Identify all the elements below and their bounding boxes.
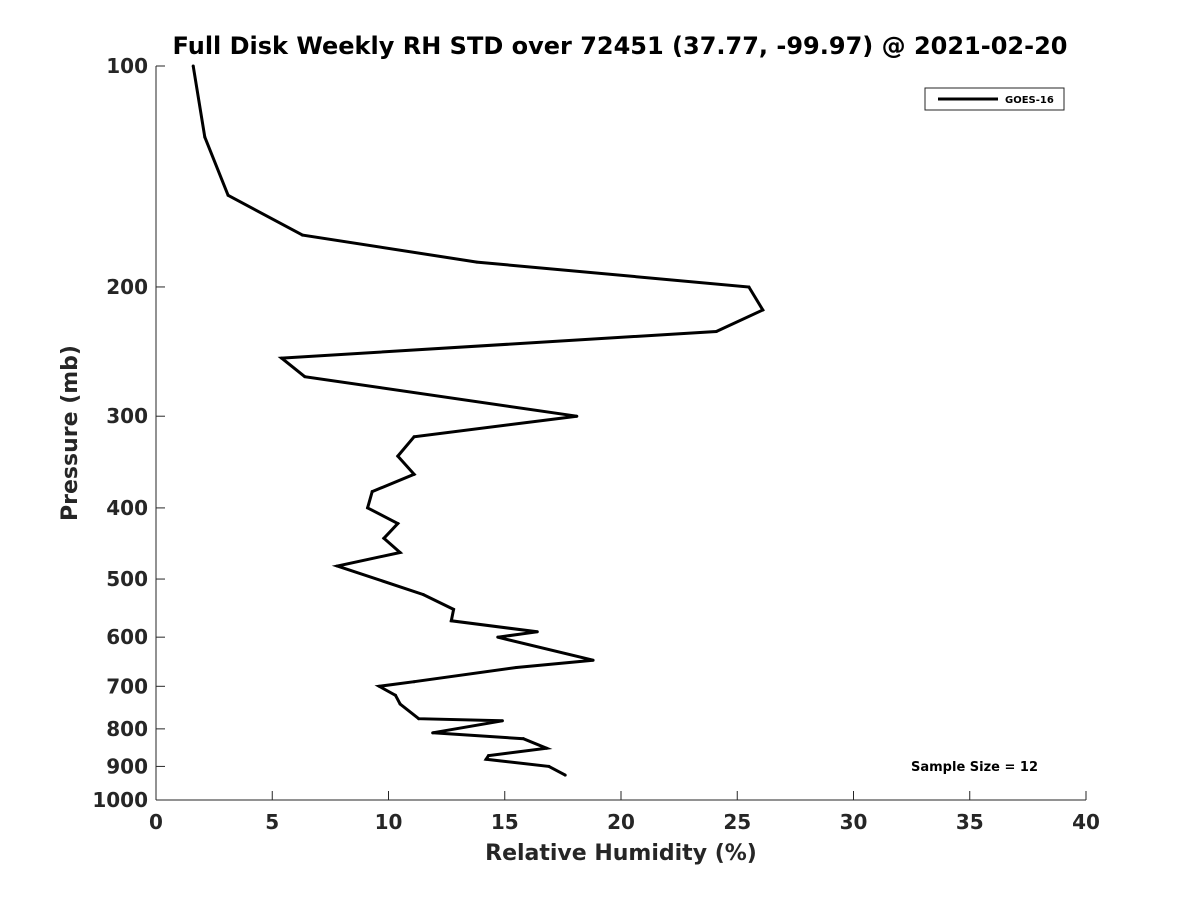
data-point	[393, 693, 397, 697]
data-point	[412, 435, 416, 439]
data-point	[500, 719, 504, 723]
y-tick-label: 800	[106, 717, 148, 741]
data-point	[449, 619, 453, 623]
data-point	[421, 593, 425, 597]
data-point	[370, 490, 374, 494]
data-point	[377, 684, 381, 688]
y-tick-label: 700	[106, 674, 148, 698]
data-point	[747, 285, 751, 289]
y-tick-label: 400	[106, 496, 148, 520]
x-tick-label: 40	[1072, 810, 1100, 834]
series-points	[191, 64, 765, 777]
x-tick-label: 35	[956, 810, 984, 834]
x-tick-label: 30	[840, 810, 868, 834]
data-point	[398, 702, 402, 706]
series-line-goes-16	[191, 65, 765, 777]
data-point	[226, 193, 230, 197]
data-point	[417, 717, 421, 721]
data-point	[496, 635, 500, 639]
data-point	[535, 630, 539, 634]
legend-label-goes-16: GOES-16	[1005, 95, 1054, 106]
y-ticks: 100 200 300 400 500 600 700 800 900 1000	[92, 54, 165, 812]
data-point	[280, 356, 284, 360]
data-point	[431, 731, 435, 735]
y-tick-label: 200	[106, 275, 148, 299]
chart-title: Full Disk Weekly RH STD over 72451 (37.7…	[173, 32, 1068, 60]
data-point	[300, 233, 304, 237]
data-point	[714, 330, 718, 334]
x-tick-label: 0	[149, 810, 163, 834]
data-point	[761, 308, 765, 312]
data-point	[191, 64, 195, 68]
data-point	[545, 746, 549, 750]
data-point	[203, 135, 207, 139]
y-tick-label: 100	[106, 54, 148, 78]
data-point	[366, 506, 370, 510]
data-point	[303, 375, 307, 379]
data-point	[514, 666, 518, 670]
data-point	[575, 414, 579, 418]
data-point	[484, 757, 488, 761]
x-tick-label: 15	[491, 810, 519, 834]
legend: GOES-16	[924, 87, 1065, 111]
x-tick-label: 20	[607, 810, 635, 834]
y-tick-label: 300	[106, 404, 148, 428]
y-axis-label: Pressure (mb)	[58, 345, 83, 521]
data-point	[475, 260, 479, 264]
x-ticks: 0 5 10 15 20 25 30 35 40	[149, 791, 1100, 834]
data-point	[591, 658, 595, 662]
data-point	[335, 564, 339, 568]
data-point	[398, 550, 402, 554]
sample-size-annotation: Sample Size = 12	[911, 760, 1038, 775]
x-axis-label: Relative Humidity (%)	[485, 841, 757, 866]
x-tick-label: 10	[375, 810, 403, 834]
data-point	[486, 754, 490, 758]
data-point	[412, 472, 416, 476]
data-point	[396, 454, 400, 458]
data-point	[396, 521, 400, 525]
y-tick-label: 1000	[92, 788, 148, 812]
y-tick-label: 500	[106, 567, 148, 591]
y-tick-label: 600	[106, 625, 148, 649]
data-point	[382, 536, 386, 540]
data-point	[452, 607, 456, 611]
data-point	[547, 764, 551, 768]
data-point	[412, 680, 416, 684]
data-point	[521, 737, 525, 741]
y-tick-label: 900	[106, 754, 148, 778]
x-tick-label: 25	[723, 810, 751, 834]
data-point	[563, 773, 567, 777]
x-tick-label: 5	[265, 810, 279, 834]
